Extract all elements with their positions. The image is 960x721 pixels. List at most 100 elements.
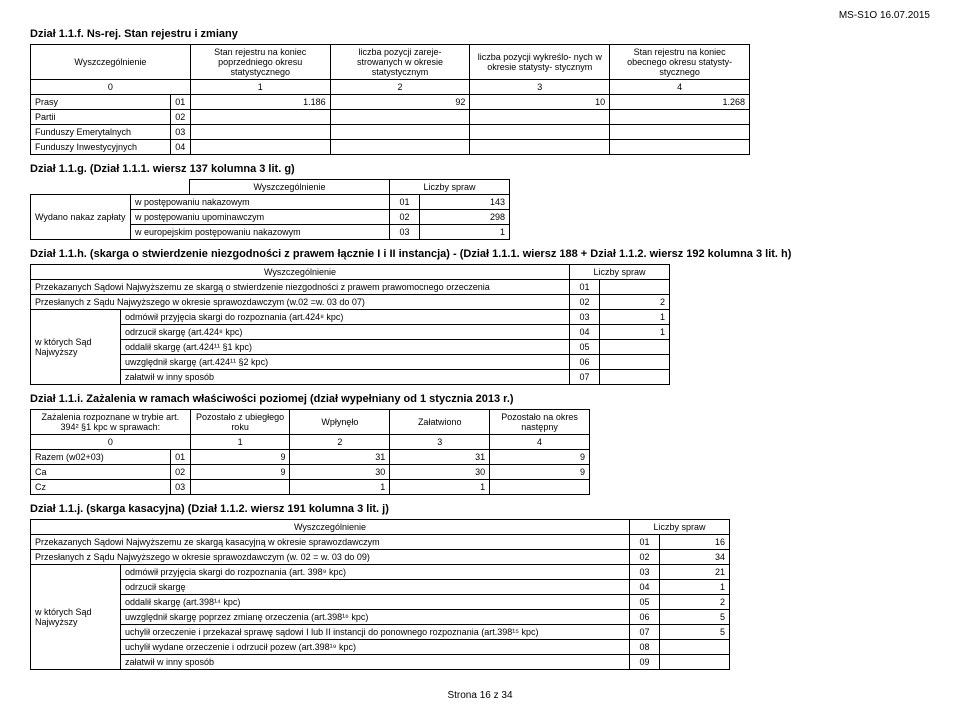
cell: 31 [290,450,390,465]
cell: 1 [390,480,490,495]
row-label: uchylił wydane orzeczenie i odrzucił poz… [121,640,630,655]
row-label: Ca [31,465,171,480]
row-val: 2 [600,295,670,310]
cell: 30 [390,465,490,480]
cell: 1 [290,480,390,495]
row-label: uchylił orzeczenie i przekazał sprawę są… [121,625,630,640]
section-i-title: Dział 1.1.i. Zażalenia w ramach właściwo… [30,393,930,405]
cell: 9 [190,450,290,465]
cell: 92 [330,95,470,110]
row-label: w europejskim postępowaniu nakazowym [131,225,390,240]
table-row: odrzucił skargę 04 1 [31,580,730,595]
table-i: Zażalenia rozpoznane w trybie art. 394² … [30,409,590,495]
col-header: Stan rejestru na koniec obecnego okresu … [610,45,750,80]
row-code: 03 [170,480,190,495]
cell [610,140,750,155]
col-header: Wyszczególnienie [31,45,191,80]
col-header: Stan rejestru na koniec poprzedniego okr… [190,45,330,80]
header-date: MS-S1O 16.07.2015 [839,10,930,21]
cell [470,125,610,140]
table-row: uwzględnił skargę poprzez zmianę orzecze… [31,610,730,625]
cell [190,125,330,140]
cell: 1.186 [190,95,330,110]
col-num: 3 [470,80,610,95]
row-val [600,280,670,295]
cell: 1.268 [610,95,750,110]
cell [610,125,750,140]
cell [610,110,750,125]
table-f: Wyszczególnienie Stan rejestru na koniec… [30,44,750,155]
page-footer: Strona 16 z 34 [30,690,930,701]
section-j-title: Dział 1.1.j. (skarga kasacyjna) (Dział 1… [30,503,930,515]
cell [330,110,470,125]
row-label: oddalił skargę (art.424¹¹ §1 kpc) [121,340,570,355]
table-row: Wydano nakaz zapłatyw postępowaniu nakaz… [31,195,510,210]
cell [190,480,290,495]
col-header: Zażalenia rozpoznane w trybie art. 394² … [31,410,191,435]
col-num: 1 [190,80,330,95]
row-code: 07 [630,625,660,640]
row-val: 1 [600,310,670,325]
row-label: Prasy [31,95,171,110]
row-label: Funduszy Inwestycyjnych [31,140,171,155]
table-row: Funduszy Inwestycyjnych 04 [31,140,750,155]
row-code: 05 [570,340,600,355]
table-row: załatwił w inny sposób 07 [31,370,670,385]
row-code: 02 [170,110,190,125]
row-label: Przekazanych Sądowi Najwyższemu ze skarg… [31,280,570,295]
row-label: Razem (w02+03) [31,450,171,465]
row-val [600,370,670,385]
col-num: 0 [31,435,191,450]
row-label: Funduszy Emerytalnych [31,125,171,140]
col-header: Wyszczególnienie [31,520,630,535]
row-label: Przekazanych Sądowi Najwyższemu ze skarg… [31,535,630,550]
row-label: uwzględnił skargę (art.424¹¹ §2 kpc) [121,355,570,370]
table-j: Wyszczególnienie Liczby spraw Przekazany… [30,519,730,670]
row-code: 03 [630,565,660,580]
row-code: 04 [570,325,600,340]
row-val: 143 [420,195,510,210]
col-header: Liczby spraw [570,265,670,280]
row-label: uwzględnił skargę poprzez zmianę orzecze… [121,610,630,625]
table-h: Wyszczególnienie Liczby spraw Przekazany… [30,264,670,385]
cell: 30 [290,465,390,480]
row-label: w postępowaniu nakazowym [131,195,390,210]
table-row: Prasy 01 1.186 92 10 1.268 [31,95,750,110]
cell [190,140,330,155]
table-row: Cz 03 1 1 [31,480,590,495]
table-row: Przekazanych Sądowi Najwyższemu ze skarg… [31,535,730,550]
row-code: 07 [570,370,600,385]
col-num: 1 [190,435,290,450]
table-row: Przesłanych z Sądu Najwyższego w okresie… [31,550,730,565]
row-code: 02 [390,210,420,225]
table-row: oddalił skargę (art.424¹¹ §1 kpc) 05 [31,340,670,355]
cell: 10 [470,95,610,110]
row-code: 05 [630,595,660,610]
cell [330,140,470,155]
cell [190,110,330,125]
row-code: 02 [570,295,600,310]
col-header: Pozostało na okres następny [490,410,590,435]
row-label: odmówił przyjęcia skargi do rozpoznania … [121,310,570,325]
table-row: Funduszy Emerytalnych 03 [31,125,750,140]
row-val [660,655,730,670]
table-row: odrzucił skargę (art.424⁸ kpc) 04 1 [31,325,670,340]
row-val: 298 [420,210,510,225]
row-code: 01 [630,535,660,550]
col-header: Załatwiono [390,410,490,435]
col-header: Wyszczególnienie [31,265,570,280]
group-label: Wydano nakaz zapłaty [31,195,131,240]
row-code: 01 [390,195,420,210]
col-num: 4 [610,80,750,95]
table-row: w których Sąd Najwyższyodmówił przyjęcia… [31,310,670,325]
row-label: odrzucił skargę (art.424⁸ kpc) [121,325,570,340]
table-row: w których Sąd Najwyższyodmówił przyjęcia… [31,565,730,580]
row-code: 04 [630,580,660,595]
row-val: 5 [660,625,730,640]
group-label: w których Sąd Najwyższy [31,310,121,385]
row-val: 1 [600,325,670,340]
group-label: w których Sąd Najwyższy [31,565,121,670]
cell [470,110,610,125]
table-row: Razem (w02+03) 01 9 31 31 9 [31,450,590,465]
cell [470,140,610,155]
